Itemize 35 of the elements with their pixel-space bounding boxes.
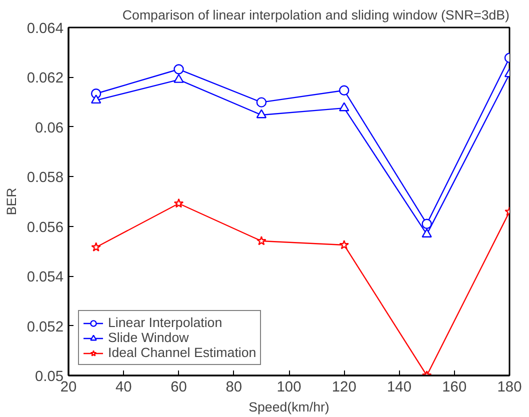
point bbox=[256, 97, 267, 108]
x-tick-label: 160 bbox=[442, 380, 467, 396]
legend-label: Ideal Channel Estimation bbox=[108, 345, 256, 360]
x-tick-label: 140 bbox=[387, 380, 412, 396]
point bbox=[339, 102, 350, 112]
x-tick-label: 120 bbox=[332, 380, 356, 396]
point bbox=[90, 94, 102, 104]
point bbox=[91, 242, 101, 252]
x-tick-label: 40 bbox=[115, 380, 132, 396]
y-tick-label: 0.064 bbox=[26, 21, 64, 37]
x-tick-label: 100 bbox=[276, 380, 302, 396]
y-tick-label: 0.06 bbox=[34, 120, 64, 136]
point bbox=[339, 240, 350, 250]
x-tick-label: 80 bbox=[226, 380, 242, 396]
y-tick-label: 0.054 bbox=[26, 270, 64, 286]
y-tick-label: 0.056 bbox=[26, 220, 64, 236]
point bbox=[339, 85, 350, 96]
point bbox=[256, 236, 266, 246]
x-axis-title: Speed(km/hr) bbox=[248, 400, 330, 414]
point bbox=[422, 228, 432, 238]
y-tick-label: 0.062 bbox=[26, 70, 64, 87]
legend-label: Slide Window bbox=[108, 330, 189, 345]
y-tick-label: 0.058 bbox=[26, 170, 64, 186]
point bbox=[256, 109, 267, 118]
x-tick-label: 20 bbox=[60, 380, 77, 396]
point bbox=[174, 64, 184, 74]
legend-label: Linear Interpolation bbox=[108, 315, 222, 330]
y-axis-title: BER bbox=[4, 188, 19, 216]
y-tick-label: 0.052 bbox=[26, 319, 64, 336]
x-tick-label: 60 bbox=[170, 380, 187, 396]
point bbox=[174, 74, 184, 83]
point bbox=[422, 218, 432, 229]
point bbox=[174, 198, 184, 208]
x-tick-label: 180 bbox=[497, 380, 522, 396]
chart-title: Comparison of linear interpolation and sliding window (SNR=3dB) bbox=[122, 8, 510, 22]
